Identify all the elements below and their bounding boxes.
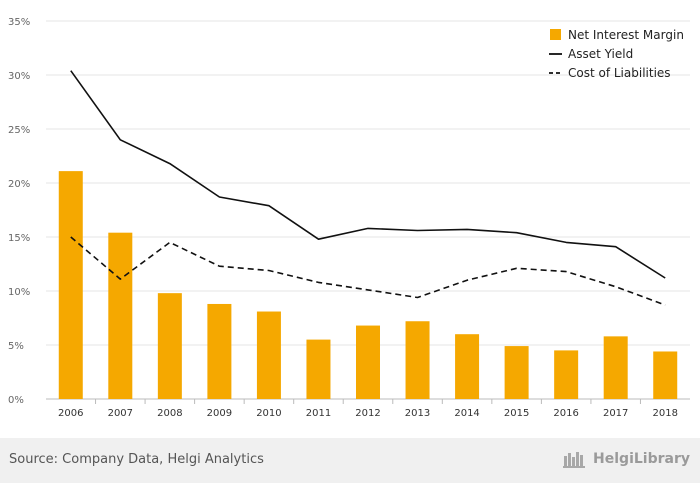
x-tick-label: 2012 (355, 408, 380, 419)
x-tick-label: 2011 (306, 408, 331, 419)
x-tick-label: 2008 (157, 408, 182, 419)
y-axis: 0% 5% 10% 15% 20% 25% 30% 35% (8, 17, 30, 406)
brand-name: HelgiLibrary (593, 451, 690, 467)
bar-net-interest-margin (405, 321, 430, 399)
line-cost-of-liabilities (70, 236, 666, 306)
brand-logo: HelgiLibrary (563, 450, 690, 468)
legend-label-net-interest-margin: Net Interest Margin (568, 28, 684, 42)
combo-chart: 0%5%10%15%20%25%30%35% 2006 2007 2008 2009 2… (8, 17, 690, 419)
legend-swatch-net-interest-margin (550, 29, 561, 40)
legend-label-asset-yield: Asset Yield (568, 47, 633, 61)
y-tick-label: 15% (8, 233, 30, 244)
bar-net-interest-margin (157, 293, 182, 399)
bar-net-interest-margin (603, 336, 628, 399)
source-note: Source: Company Data, Helgi Analytics (9, 452, 264, 467)
x-tick-label: 2010 (256, 408, 281, 419)
y-tick-label: 35% (8, 17, 30, 28)
bar-net-interest-margin (108, 232, 133, 399)
x-tick-label: 2007 (108, 408, 133, 419)
x-tick-label: 2013 (405, 408, 430, 419)
bar-net-interest-margin (554, 350, 579, 399)
bar-net-interest-margin (306, 339, 331, 399)
lines (70, 70, 666, 306)
bar-net-interest-margin (256, 311, 281, 399)
y-tick-label: 30% (8, 71, 30, 82)
x-tick-label: 2015 (504, 408, 529, 419)
line-asset-yield (70, 70, 666, 279)
bar-net-interest-margin (356, 325, 380, 399)
y-tick-label: 10% (8, 287, 30, 298)
x-tick-label: 2009 (207, 408, 232, 419)
bar-net-interest-margin (504, 346, 529, 399)
legend-label-cost-of-liabilities: Cost of Liabilities (568, 66, 671, 80)
library-icon (563, 452, 586, 468)
y-tick-label: 0% (8, 395, 24, 406)
footer: Source: Company Data, Helgi Analytics He… (0, 438, 700, 483)
bar-net-interest-margin (207, 303, 232, 399)
grid (46, 20, 690, 400)
bars-net-interest-margin (58, 171, 678, 399)
y-tick-label: 20% (8, 179, 30, 190)
bar-net-interest-margin (455, 334, 480, 399)
bar-net-interest-margin (58, 171, 83, 399)
x-tick-label: 2017 (603, 408, 628, 419)
legend: Net Interest Margin Asset Yield Cost of Li… (549, 28, 684, 80)
bar-net-interest-margin (653, 351, 678, 399)
x-tick-label: 2016 (553, 408, 578, 419)
y-tick-label: 25% (8, 125, 30, 136)
x-tick-label: 2006 (58, 408, 83, 419)
x-axis: 2006 2007 2008 2009 2010 2011 2012 2013 2014 2015… (58, 399, 678, 419)
y-tick-label: 5% (8, 341, 24, 352)
x-tick-label: 2018 (653, 408, 678, 419)
x-tick-label: 2014 (454, 408, 479, 419)
